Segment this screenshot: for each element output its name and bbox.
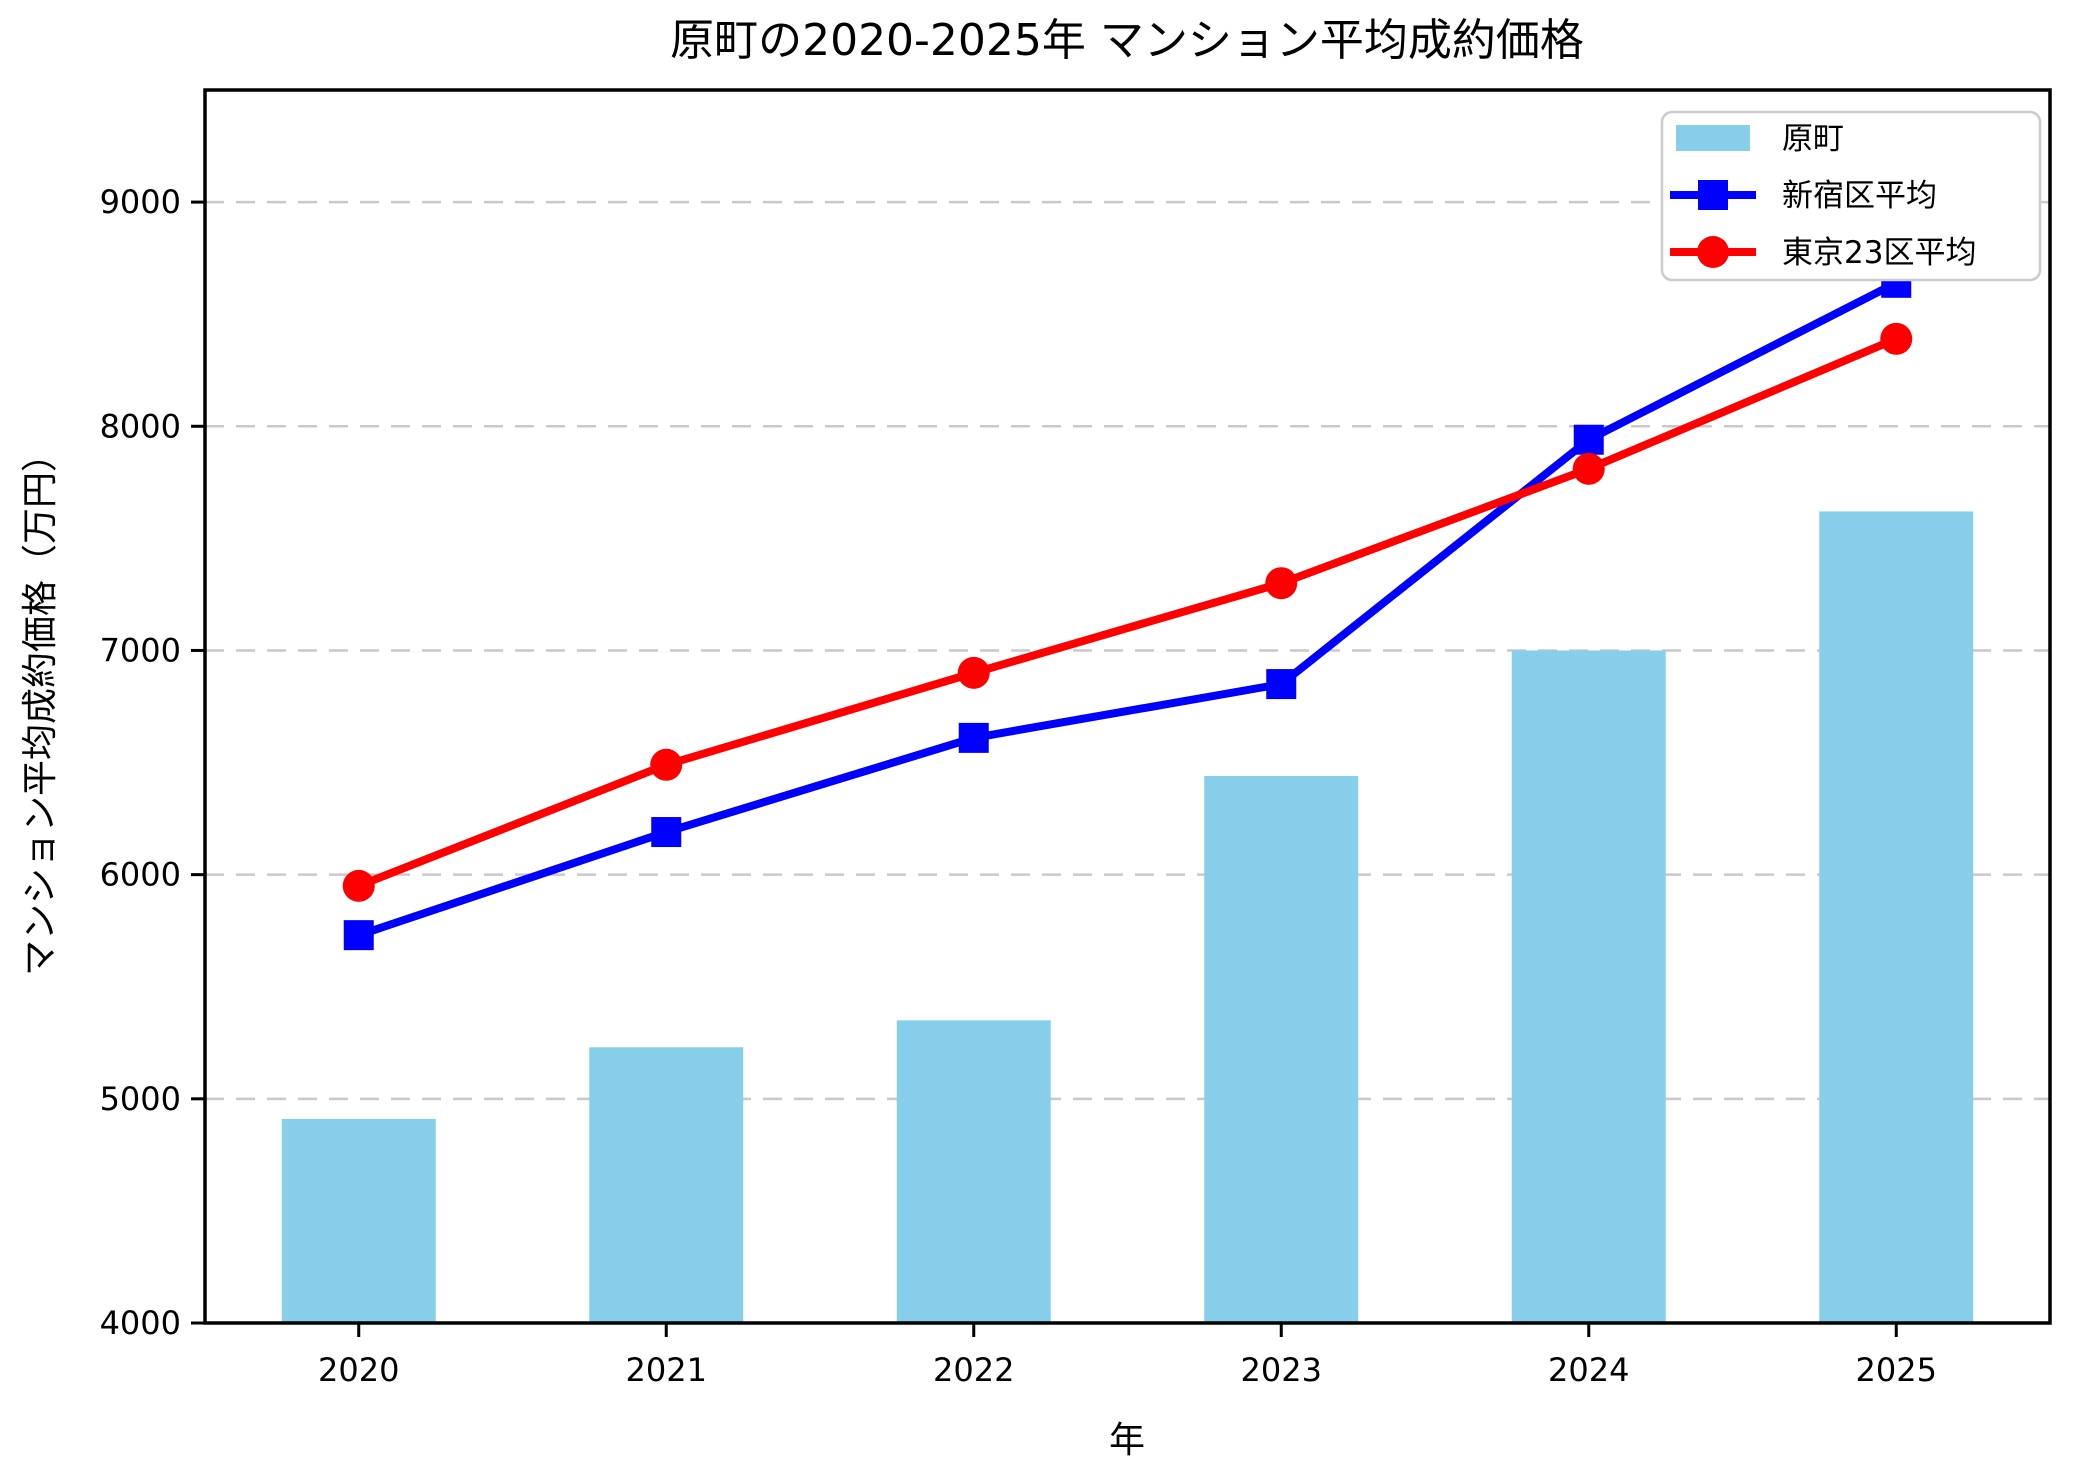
square-marker [958, 722, 989, 753]
square-marker [343, 920, 374, 951]
chart-title: 原町の2020-2025年 マンション平均成約価格 [670, 15, 1584, 66]
legend: 原町 新宿区平均 東京23区平均 [1660, 110, 2042, 282]
gridlines [205, 200, 2050, 1325]
bar-2023 [1204, 775, 1359, 1323]
legend-circle-marker [1697, 236, 1729, 268]
legend-item-bar-series: 原町 [1676, 121, 1844, 157]
axis-ticks [191, 200, 1898, 1337]
circle-marker [957, 656, 990, 689]
line-series-2 [357, 335, 1898, 890]
x-axis-label: 年 [1109, 1420, 1145, 1461]
bar-2022 [896, 1020, 1051, 1323]
tick-labels: 4000 5000 6000 7000 8000 9000 2020 2021 2022 2023… [100, 183, 1937, 1389]
square-marker [651, 817, 682, 848]
x-tick-label: 2023 [1241, 1351, 1322, 1389]
legend-item-blue-line: 新宿区平均 [1670, 178, 1937, 214]
x-tick-label: 2025 [1856, 1351, 1937, 1389]
legend-item-red-line: 東京23区平均 [1670, 235, 1976, 271]
legend-label-bar: 原町 [1782, 121, 1844, 157]
bar-2020 [281, 1118, 436, 1323]
legend-label-blue-line: 新宿区平均 [1782, 178, 1937, 214]
plot-border [203, 88, 2052, 1325]
legend-swatch-bar [1676, 125, 1750, 151]
legend-square-marker [1698, 180, 1728, 210]
y-tick-label: 5000 [100, 1080, 181, 1118]
y-tick-label: 7000 [100, 631, 181, 669]
bar-series [281, 511, 1974, 1324]
y-tick-label: 6000 [100, 856, 181, 894]
x-tick-label: 2024 [1548, 1351, 1629, 1389]
legend-label-red-line: 東京23区平均 [1782, 235, 1976, 271]
circle-marker [1265, 567, 1298, 600]
x-tick-label: 2020 [318, 1351, 399, 1389]
y-tick-label: 9000 [100, 183, 181, 221]
circle-marker [342, 869, 375, 902]
line-series-1 [357, 279, 1899, 939]
circle-marker [650, 748, 683, 781]
square-marker [1573, 424, 1604, 455]
x-tick-label: 2021 [626, 1351, 707, 1389]
y-tick-label: 4000 [100, 1304, 181, 1342]
circle-marker [1880, 322, 1913, 355]
y-tick-label: 8000 [100, 407, 181, 445]
square-marker [1266, 669, 1297, 700]
bar-2025 [1819, 511, 1974, 1324]
bar-2024 [1511, 650, 1666, 1323]
legend-box [1660, 110, 2042, 282]
bar-2021 [589, 1047, 744, 1323]
y-axis-label: マンション平均成約価格（万円） [20, 436, 61, 976]
line-series [342, 267, 1913, 951]
x-tick-label: 2022 [933, 1351, 1014, 1389]
circle-marker [1572, 452, 1605, 485]
